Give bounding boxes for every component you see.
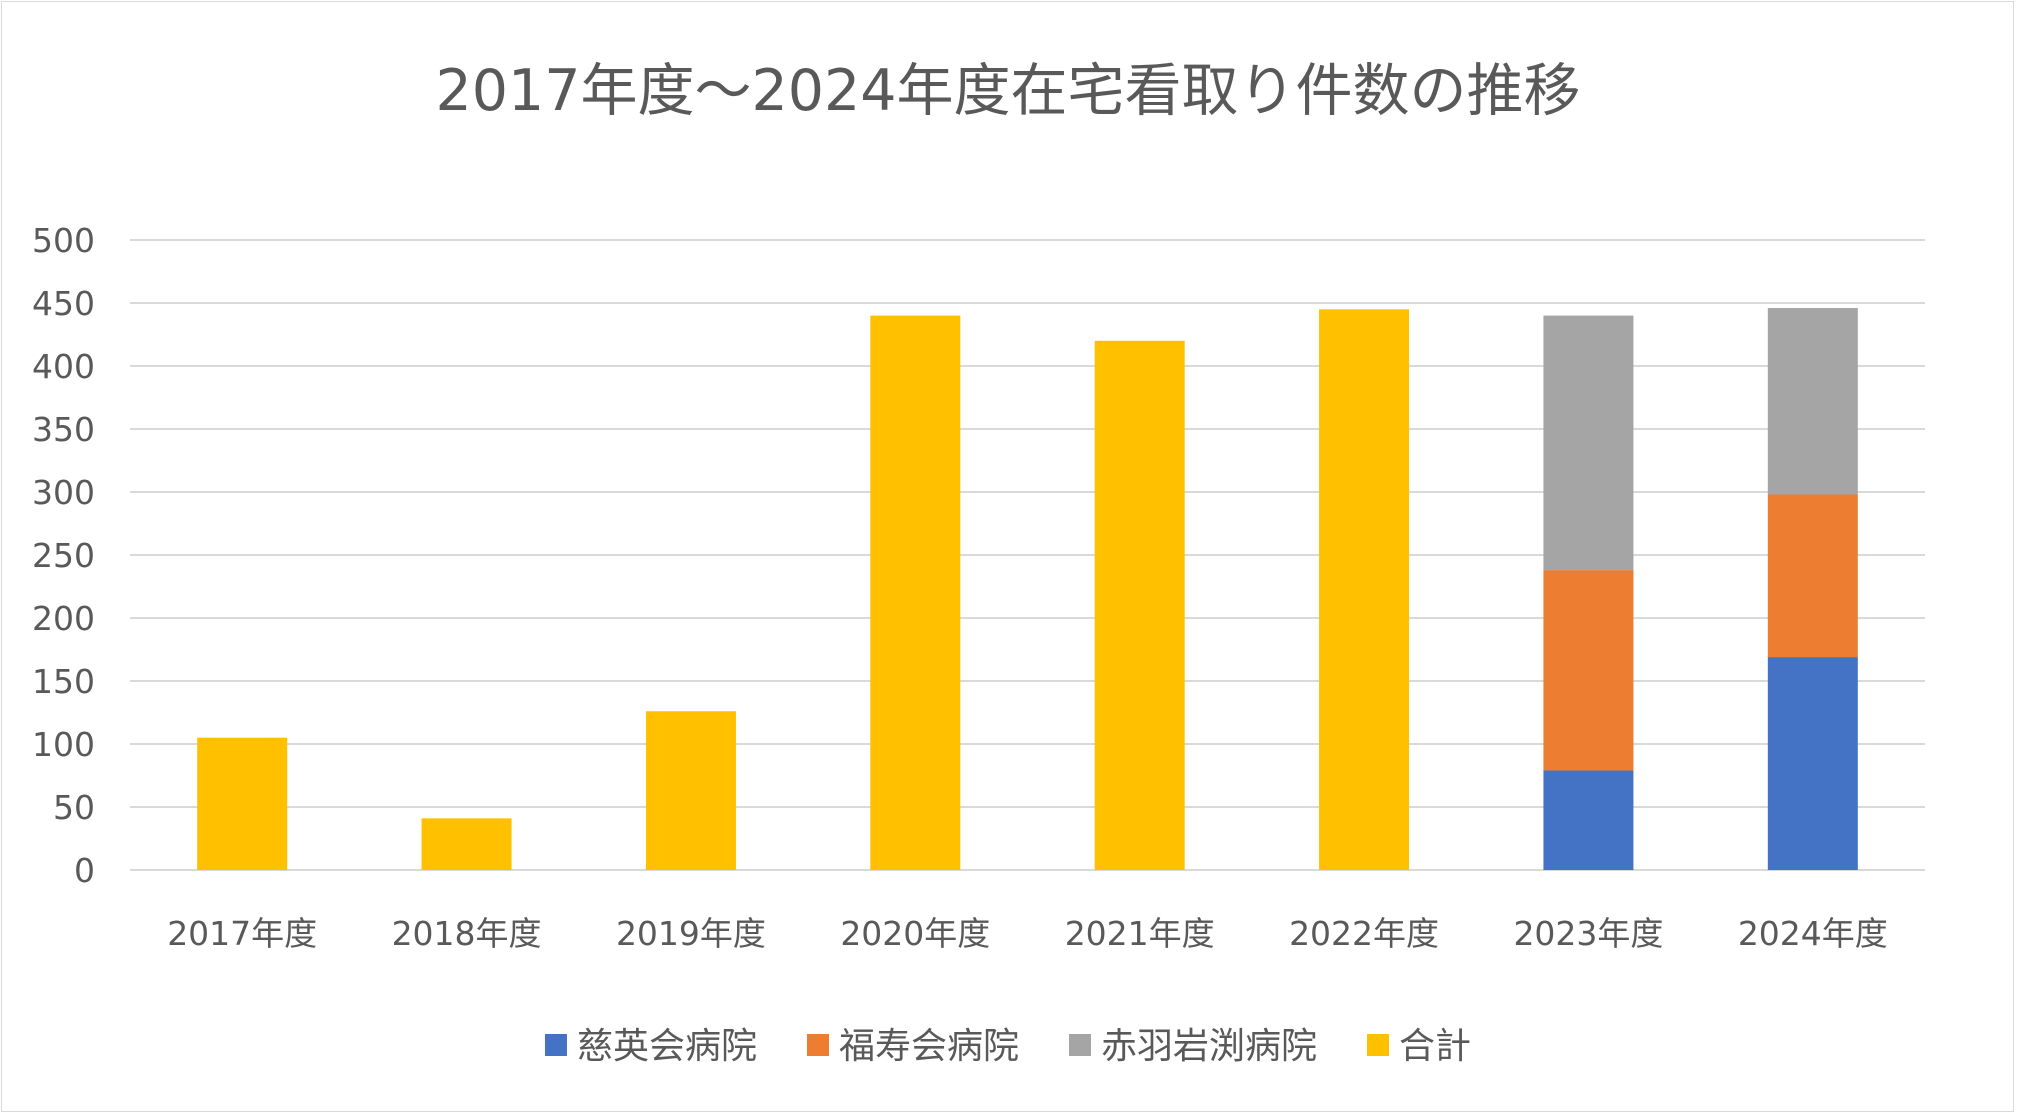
y-tick-label: 150: [32, 662, 95, 701]
y-tick-label: 450: [32, 284, 95, 323]
y-tick-label: 0: [74, 851, 95, 890]
bar: [1767, 308, 1858, 495]
chart-title: 2017年度～2024年度在宅看取り件数の推移: [435, 58, 1580, 124]
x-tick-label: 2018年度: [392, 914, 542, 953]
y-tick-label: 400: [32, 347, 95, 386]
x-tick-label: 2022年度: [1289, 914, 1439, 953]
y-tick-label: 500: [32, 221, 95, 260]
legend: 慈英会病院 福寿会病院 赤羽岩渕病院 合計: [544, 1026, 1471, 1067]
x-tick-label: 2023年度: [1513, 914, 1663, 953]
bar: [197, 737, 288, 870]
bars: [197, 308, 1858, 871]
bar: [870, 315, 961, 871]
bar: [1094, 340, 1185, 870]
y-tick-label: 250: [32, 536, 95, 575]
bar: [1543, 570, 1634, 771]
bar: [1767, 494, 1858, 658]
x-tick-label: 2017年度: [167, 914, 317, 953]
x-tick-label: 2021年度: [1065, 914, 1215, 953]
legend-label: 福寿会病院: [839, 1026, 1019, 1067]
legend-label: 赤羽岩渕病院: [1101, 1026, 1317, 1067]
y-tick-label: 200: [32, 599, 95, 638]
bar: [645, 711, 736, 870]
x-axis-ticks: 2017年度 2018年度 2019年度 2020年度 2021年度 2022年度 2023…: [167, 914, 1888, 953]
bar: [1767, 657, 1858, 870]
legend-swatch: [806, 1034, 829, 1056]
y-tick-label: 100: [32, 725, 95, 764]
legend-label: 慈英会病院: [577, 1026, 757, 1067]
legend-swatch: [544, 1034, 567, 1056]
y-tick-label: 350: [32, 410, 95, 449]
gridlines: [130, 239, 1925, 871]
bar: [1543, 315, 1634, 571]
x-tick-label: 2020年度: [840, 914, 990, 953]
bar: [421, 818, 512, 870]
bar: [1319, 309, 1410, 870]
bar: [1543, 770, 1634, 870]
legend-swatch: [1367, 1034, 1390, 1056]
x-tick-label: 2024年度: [1738, 914, 1888, 953]
x-tick-label: 2019年度: [616, 914, 766, 953]
y-axis-ticks: 0 50 100 150 200 250 300 350 400 450 500: [32, 221, 95, 890]
legend-swatch: [1069, 1034, 1091, 1056]
y-tick-label: 50: [53, 788, 95, 827]
y-tick-label: 300: [32, 473, 95, 512]
legend-label: 合計: [1399, 1026, 1471, 1067]
